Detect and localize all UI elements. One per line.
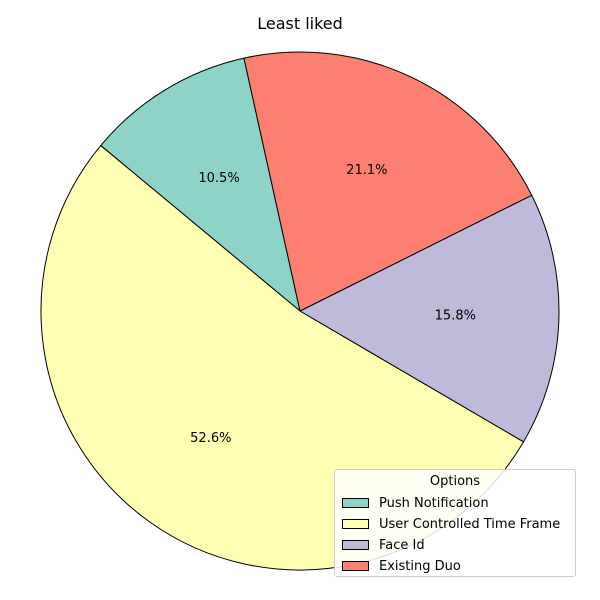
legend-swatch xyxy=(342,540,369,550)
legend-label: Face Id xyxy=(379,537,425,553)
legend-item-push-notification: Push Notification xyxy=(342,495,489,511)
legend: Options Push Notification User Controlle… xyxy=(334,469,576,577)
legend-label: Existing Duo xyxy=(379,558,461,574)
pie-slice-label: 52.6% xyxy=(190,431,231,446)
legend-item-user-controlled-time-frame: User Controlled Time Frame xyxy=(342,516,560,532)
pie-slice-face-id xyxy=(299,194,560,443)
legend-label: Push Notification xyxy=(379,495,489,511)
pie-slice-label: 15.8% xyxy=(435,309,476,324)
pie-slice-existing-duo xyxy=(243,51,533,312)
pie-slice-push-notification xyxy=(100,57,301,312)
chart-title: Least liked xyxy=(257,14,343,33)
legend-swatch xyxy=(342,519,369,529)
legend-label: User Controlled Time Frame xyxy=(379,516,561,532)
legend-item-existing-duo: Existing Duo xyxy=(342,558,461,574)
pie-slice-label: 10.5% xyxy=(198,171,239,186)
pie-labels: 10.5% 52.6% 15.8% 21.1% xyxy=(190,163,476,446)
pie-slice-label: 21.1% xyxy=(346,163,387,178)
legend-item-face-id: Face Id xyxy=(342,537,425,553)
pie-slices xyxy=(40,51,560,571)
legend-swatch xyxy=(342,498,369,508)
legend-title: Options xyxy=(429,474,481,489)
legend-swatch xyxy=(342,561,369,571)
